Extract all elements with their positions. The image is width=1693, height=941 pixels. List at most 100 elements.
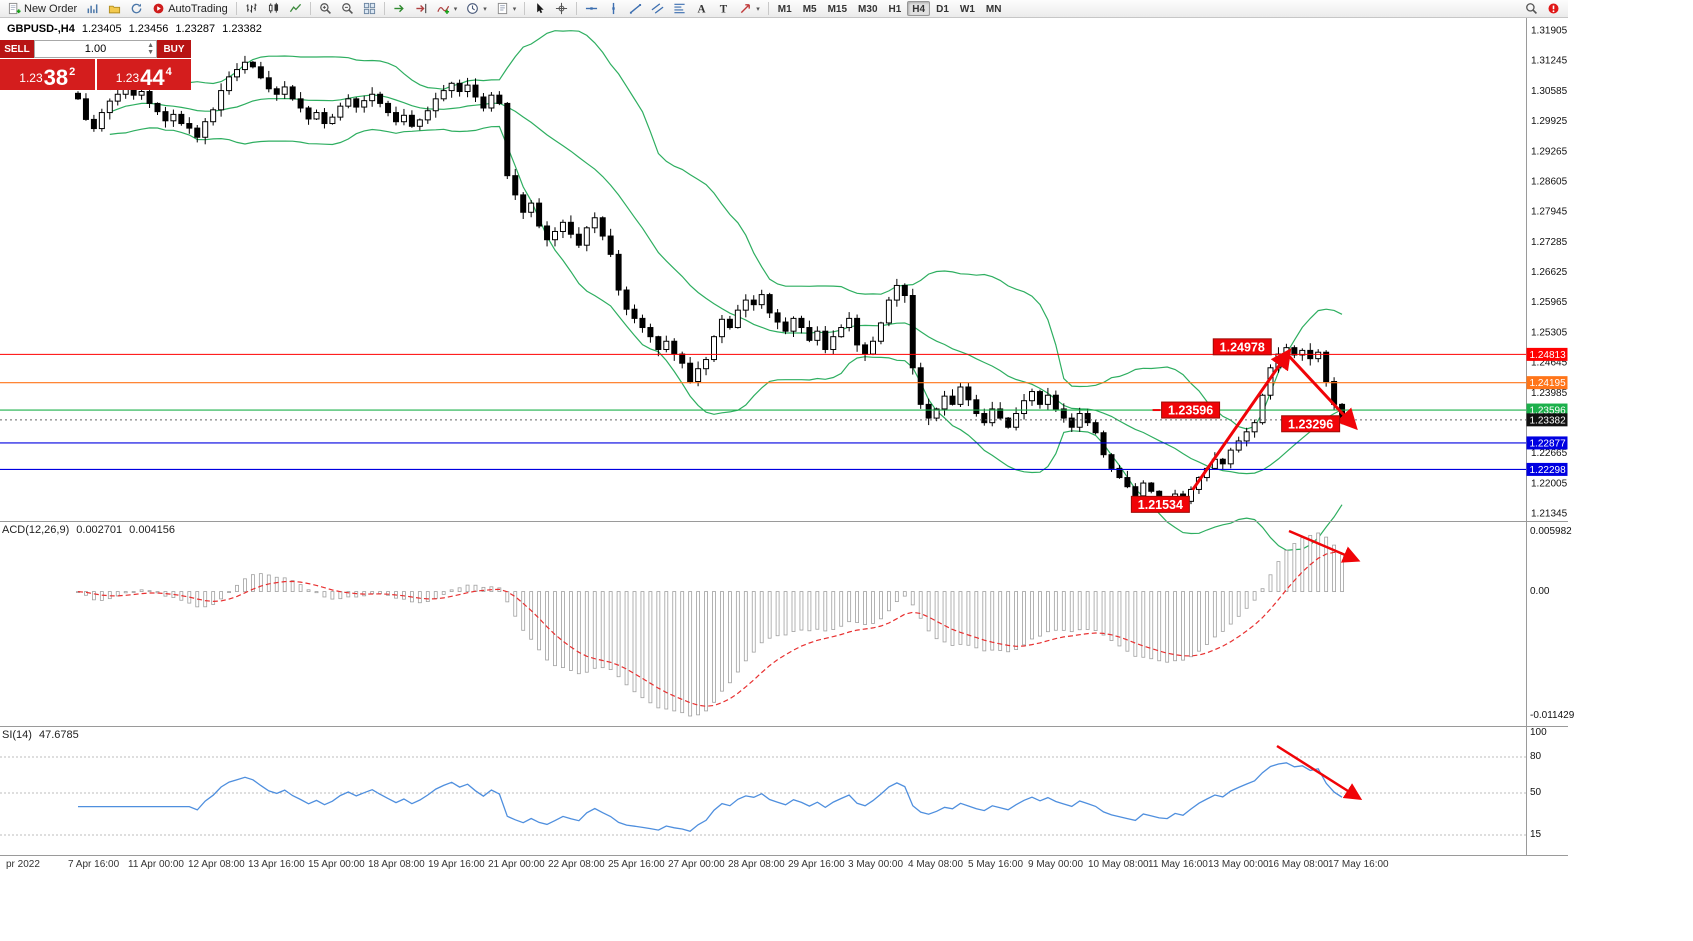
volume-spinner[interactable]: ▲ ▼ [147,42,154,56]
timeframe-d1-button[interactable]: D1 [936,4,949,15]
sell-button[interactable]: SELL [0,40,34,58]
price-tag-1.23382 [1526,413,1568,427]
crosshair-button[interactable] [551,1,572,17]
horizontal-line-button[interactable] [581,1,602,17]
trendline-button[interactable] [625,1,646,17]
sell-price-frac: 2 [69,66,76,78]
timeframe-m5-button[interactable]: M5 [802,4,817,15]
price-tick: 1.30585 [1531,86,1568,97]
bar-chart-button[interactable] [241,1,262,17]
price-annotation-text: 1.23296 [1288,417,1333,431]
timeframe-w1-button[interactable]: W1 [959,4,975,15]
time-tick: 3 May 00:00 [848,859,903,870]
sell-price-main: 1.23 [19,71,43,85]
indicators-icon [437,5,449,14]
text-label-button[interactable]: T [713,1,734,17]
price-tick: 1.27285 [1531,237,1568,248]
trend-arrow-price[interactable] [1191,348,1292,491]
time-axis[interactable]: pr 2022 7 Apr 16:00 11 Apr 00:00 12 Apr 08:… [6,859,1389,870]
chart-shift-button[interactable] [411,1,432,17]
cursor-button[interactable] [529,1,550,17]
auto-scroll-button[interactable] [389,1,410,17]
chart-canvas[interactable]: 1.31905 1.31245 1.30585 1.29925 1.29265 1.286… [0,0,1568,941]
bollinger-bands [109,30,1343,551]
autotrading-button[interactable]: AutoTrading [148,1,232,17]
arrows-button[interactable]: ▾ [735,1,764,17]
price-annotation-labels[interactable]: 1.24978 1.23596 1.23296 1.21534 [1130,338,1341,513]
price-tick: 1.29925 [1531,116,1568,127]
vertical-line-button[interactable] [603,1,624,17]
time-tick: 18 Apr 08:00 [368,859,425,870]
periods-button[interactable]: ▾ [462,1,491,17]
time-tick: 13 Apr 16:00 [248,859,305,870]
timeframe-h4-button[interactable]: H4 [907,1,931,16]
timeframe-mn-button[interactable]: MN [985,4,1002,15]
price-annotation-1.21534[interactable] [1130,495,1190,513]
price-axis[interactable]: 1.31905 1.31245 1.30585 1.29925 1.29265 1.286… [1526,18,1568,855]
alerts-button[interactable] [1543,1,1564,17]
open-value: 1.23405 [81,23,122,35]
trendline-icon [630,4,642,14]
toolbar-separator [235,2,237,15]
trend-arrow-macd[interactable] [1288,529,1361,563]
fibonacci-button[interactable] [669,1,690,17]
refresh-icon [131,3,142,14]
templates-button[interactable]: ▾ [492,1,521,17]
price-tick: 1.21345 [1531,509,1568,520]
candles-layer [75,55,1346,508]
toolbar-separator [576,2,578,15]
profiles-button[interactable] [104,1,125,17]
trend-arrows[interactable] [1191,348,1363,801]
buy-price-main: 1.23 [115,71,140,85]
macd-scale-zero: 0.00 [1530,585,1550,597]
trend-arrow-price[interactable] [1287,354,1358,431]
time-tick: 5 May 16:00 [968,859,1023,870]
rsi-scale-80: 80 [1530,751,1542,762]
price-tick: 1.24645 [1531,358,1568,369]
timeframe-m1-button[interactable]: M1 [777,4,792,15]
trend-arrow-rsi[interactable] [1276,744,1363,801]
refresh-button[interactable] [126,1,147,17]
sell-price-button[interactable]: 1.23 38 2 [0,59,95,90]
candlestick-chart-button[interactable] [263,1,284,17]
timeframe-m15-button[interactable]: M15 [827,4,848,15]
search-button[interactable] [1521,1,1542,17]
zoom-out-button[interactable] [337,1,358,17]
tile-windows-button[interactable] [359,1,380,17]
price-tag-text: 1.24195 [1530,378,1567,389]
timeframe-h1-button[interactable]: H1 [888,4,902,15]
text-button[interactable]: A [691,1,712,17]
indicators-button[interactable]: ▾ [433,1,462,17]
zoom-in-button[interactable] [315,1,336,17]
panel-separators[interactable] [0,521,1568,856]
rsi-name: SI(14) [2,729,32,741]
macd-name: ACD(12,26,9) [2,524,70,536]
volume-input[interactable]: 1.00 ▲ ▼ [34,40,157,58]
horizontal-lines[interactable] [0,353,1526,470]
buy-price-button[interactable]: 1.23 44 4 [96,59,191,90]
timeframe-m30-button[interactable]: M30 [858,4,878,15]
price-tick: 1.25965 [1531,297,1568,308]
mt4-terminal-window: New Order AutoTrading ▾ ▾ ▾ A T ▾ M1 M5 M15 M30 H1 H4… [0,0,1575,941]
buy-button[interactable]: BUY [157,40,191,58]
rsi-indicator-header: SI(14) 47.6785 [2,729,79,741]
volume-value: 1.00 [84,43,107,55]
price-annotation-1.23596[interactable] [1161,401,1221,419]
price-annotation-1.24978[interactable] [1212,338,1272,356]
templates-icon [497,2,507,15]
line-chart-button[interactable] [285,1,306,17]
rsi-scale-100: 100 [1530,727,1547,738]
time-tick: 10 May 08:00 [1088,859,1149,870]
time-tick: 15 Apr 00:00 [308,859,365,870]
equidistant-channel-button[interactable] [647,1,668,17]
new-order-button[interactable]: New Order [4,1,81,17]
alert-icon [1548,3,1559,14]
vline-icon [612,2,615,15]
price-tick: 1.22005 [1531,478,1568,489]
rsi-value: 47.6785 [38,729,79,741]
time-tick: 21 Apr 00:00 [488,859,545,870]
time-tick: 9 May 00:00 [1028,859,1083,870]
new-chart-button[interactable] [82,1,103,17]
price-annotation-1.23296[interactable] [1281,415,1341,433]
macd-main-value: 0.002701 [76,524,123,536]
